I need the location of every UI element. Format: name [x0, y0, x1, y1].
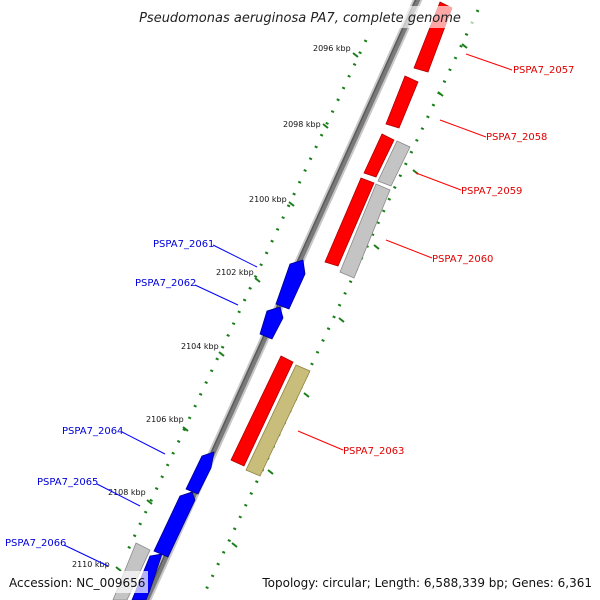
kbp-tick-mark: [231, 542, 238, 548]
connector-PSPA7_2060: [385, 239, 433, 259]
kbp-label: 2110 kbp: [72, 560, 110, 569]
kbp-tick-mark: [146, 499, 153, 505]
gene-PSPA7_2062[interactable]: [259, 306, 284, 340]
kbp-tick-mark: [182, 426, 189, 432]
gene-PSPA7_2065[interactable]: [153, 491, 196, 558]
title-backdrop: [120, 6, 476, 28]
gene-label[interactable]: PSPA7_2063: [343, 446, 404, 457]
connector-PSPA7_2058: [439, 119, 487, 138]
gene-label[interactable]: PSPA7_2062: [135, 278, 196, 289]
accession-backdrop: [4, 571, 148, 593]
gene-label[interactable]: PSPA7_2061: [153, 239, 214, 250]
gene-label[interactable]: PSPA7_2066: [5, 538, 66, 549]
gene-PSPA7_2064[interactable]: [185, 451, 215, 495]
gene-PSPA7_2061[interactable]: [275, 259, 306, 310]
gene-gray-2060[interactable]: [339, 183, 391, 279]
accession-text: Accession: NC_009656: [9, 576, 145, 590]
gene-labels: PSPA7_2057 PSPA7_2058 PSPA7_2059 PSPA7_2…: [5, 65, 574, 549]
gene-PSPA7_2060[interactable]: [324, 177, 375, 267]
connector-PSPA7_2063: [297, 430, 344, 451]
connector-PSPA7_2065: [96, 483, 141, 507]
gene-label[interactable]: PSPA7_2064: [62, 426, 123, 437]
connector-PSPA7_2066: [63, 544, 109, 567]
kbp-tick-mark: [303, 392, 310, 398]
kbp-tick-mark: [461, 43, 468, 49]
kbp-tick-mark: [352, 52, 359, 58]
kbp-label: 2098 kbp: [283, 120, 321, 129]
gene-PSPA7_2059[interactable]: [363, 133, 395, 178]
gene-label[interactable]: PSPA7_2058: [486, 132, 547, 143]
connector-PSPA7_2064: [121, 431, 166, 455]
kbp-scale: 2096 kbp 2098 kbp 2100 kbp 2102 kbp 2104…: [72, 43, 468, 572]
gene-PSPA7_2063[interactable]: [230, 355, 294, 467]
kbp-label: 2096 kbp: [313, 44, 351, 53]
gene-label[interactable]: PSPA7_2057: [513, 65, 574, 76]
connector-PSPA7_2057: [465, 53, 513, 71]
kbp-tick-mark: [338, 317, 345, 323]
gene-khaki-2063[interactable]: [245, 364, 311, 477]
gene-gray-2059[interactable]: [377, 140, 411, 187]
gene-label[interactable]: PSPA7_2060: [432, 254, 493, 265]
gene-features: [112, 1, 453, 600]
kbp-tick-mark: [218, 351, 225, 357]
connector-PSPA7_2059: [415, 172, 462, 191]
topology-text: Topology: circular; Length: 6,588,339 bp…: [261, 576, 592, 590]
kbp-label: 2108 kbp: [108, 488, 146, 497]
label-connectors: [63, 53, 513, 567]
gene-label[interactable]: PSPA7_2059: [461, 186, 522, 197]
map-title: Pseudomonas aeruginosa PA7, complete gen…: [139, 11, 461, 26]
kbp-tick-mark: [288, 201, 295, 207]
kbp-tick-mark: [322, 123, 329, 129]
gene-label[interactable]: PSPA7_2065: [37, 477, 98, 488]
connector-PSPA7_2062: [194, 284, 239, 306]
kbp-tick-mark: [115, 566, 122, 572]
gene-PSPA7_2058[interactable]: [385, 75, 419, 129]
kbp-tick-mark: [267, 469, 274, 475]
kbp-label: 2100 kbp: [249, 195, 287, 204]
kbp-tick-mark: [437, 91, 444, 97]
tick-track-right: [204, 9, 480, 591]
kbp-label: 2102 kbp: [216, 268, 254, 277]
kbp-label: 2106 kbp: [146, 415, 184, 424]
connector-PSPA7_2061: [212, 244, 258, 268]
tick-track-left: [126, 39, 368, 551]
kbp-label: 2104 kbp: [181, 342, 219, 351]
kbp-tick-mark: [254, 277, 261, 283]
kbp-tick-mark: [373, 244, 380, 250]
topology-backdrop: [256, 571, 596, 593]
